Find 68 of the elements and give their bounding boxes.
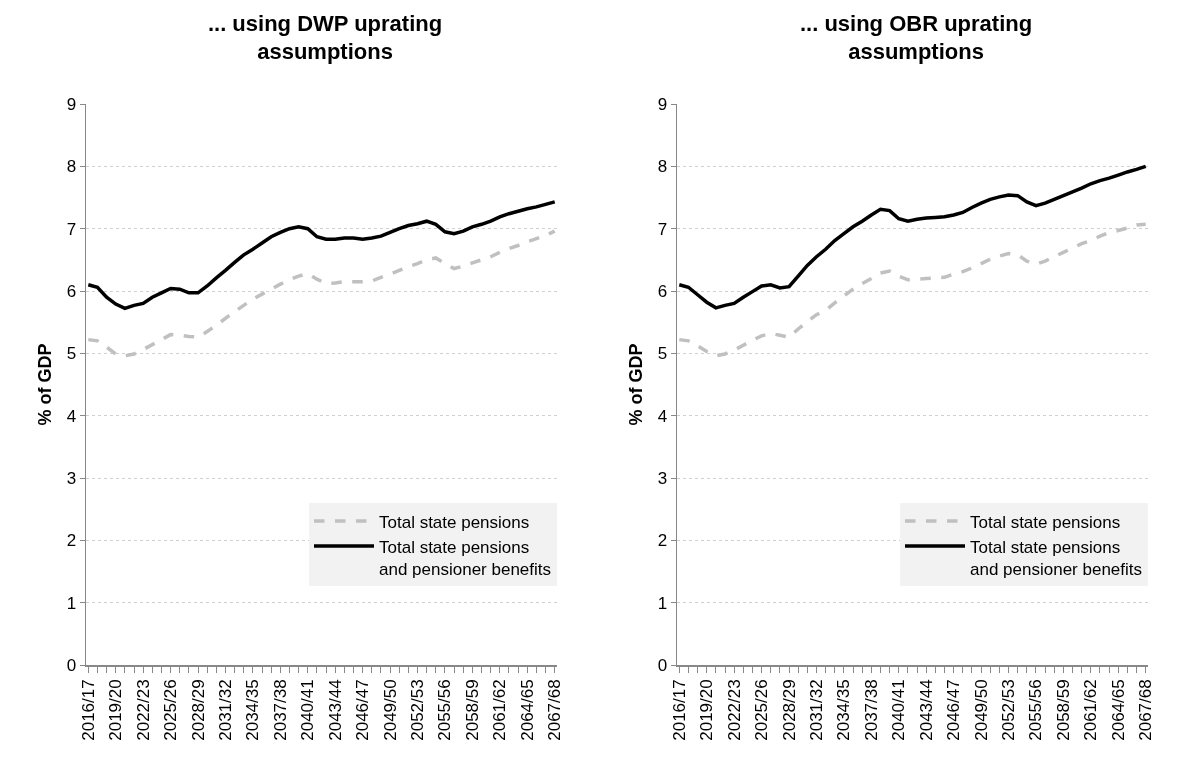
x-tick-label: 2025/26 (161, 679, 181, 741)
x-tick-label: 2040/41 (889, 679, 909, 741)
x-tick-label: 2037/38 (270, 679, 290, 741)
y-tick-label: 2 (657, 531, 668, 551)
line-series (86, 229, 557, 358)
x-tick-label: 2061/62 (1081, 679, 1101, 741)
y-axis-title: % of GDP (35, 343, 56, 426)
y-tick-label: 4 (66, 406, 77, 426)
x-tick-label: 2031/32 (215, 679, 235, 741)
x-tick-label: 2064/65 (1108, 679, 1128, 741)
x-tick-label: 2019/20 (106, 679, 126, 741)
x-tick-label: 2058/59 (1053, 679, 1073, 741)
y-tick-label: 1 (66, 593, 77, 613)
y-axis-title: % of GDP (626, 343, 647, 426)
x-tick-label: 2031/32 (806, 679, 826, 741)
legend-label: Total state pensions and pensioner benefits (970, 537, 1143, 579)
legend-label: Total state pensions (970, 512, 1121, 532)
chart-title: ... using OBR uprating assumptions (799, 10, 1033, 65)
y-tick-label: 0 (66, 655, 77, 675)
line-series (86, 200, 557, 311)
x-tick-label: 2067/68 (545, 679, 565, 741)
x-tick-label: 2040/41 (298, 679, 318, 741)
x-tick-label: 2022/23 (133, 679, 153, 741)
y-tick-label: 5 (657, 344, 668, 364)
x-tick-label: 2061/62 (490, 679, 510, 741)
line-series (677, 222, 1148, 358)
x-tick-label: 2055/56 (1026, 679, 1046, 741)
x-tick-label: 2043/44 (325, 679, 345, 741)
y-tick-label: 3 (657, 468, 668, 488)
y-tick-label: 7 (66, 219, 77, 239)
x-tick-label: 2034/35 (243, 679, 263, 741)
y-tick-label: 9 (657, 94, 668, 114)
y-tick-label: 9 (66, 94, 77, 114)
x-tick-label: 2052/53 (999, 679, 1019, 741)
x-tick-label: 2055/56 (435, 679, 455, 741)
y-tick-label: 2 (66, 531, 77, 551)
y-tick-label: 0 (657, 655, 668, 675)
x-tick-label: 2028/29 (779, 679, 799, 741)
x-tick-label: 2043/44 (916, 679, 936, 741)
y-tick-label: 6 (657, 281, 668, 301)
y-tick-label: 1 (657, 593, 668, 613)
x-tick-label: 2019/20 (697, 679, 717, 741)
x-tick-label: 2067/68 (1136, 679, 1156, 741)
x-tick-label: 2046/47 (353, 679, 373, 741)
y-tick-label: 8 (657, 157, 668, 177)
x-tick-label: 2025/26 (752, 679, 772, 741)
x-tick-label: 2016/17 (669, 679, 689, 741)
x-tick-label: 2022/23 (724, 679, 744, 741)
y-tick-label: 6 (66, 281, 77, 301)
x-tick-label: 2028/29 (188, 679, 208, 741)
x-tick-label: 2058/59 (462, 679, 482, 741)
y-tick-label: 8 (66, 157, 77, 177)
x-tick-label: 2064/65 (517, 679, 537, 741)
y-tick-label: 4 (657, 406, 668, 426)
y-tick-label: 7 (657, 219, 668, 239)
x-tick-label: 2052/53 (408, 679, 428, 741)
y-tick-label: 5 (66, 344, 77, 364)
x-tick-label: 2034/35 (834, 679, 854, 741)
x-tick-label: 2037/38 (861, 679, 881, 741)
y-tick-label: 3 (66, 468, 77, 488)
x-tick-label: 2049/50 (971, 679, 991, 741)
x-tick-label: 2049/50 (380, 679, 400, 741)
legend-label: Total state pensions and pensioner benefits (379, 537, 552, 579)
line-series (677, 164, 1148, 310)
chart-title: ... using DWP uprating assumptions (207, 10, 443, 65)
x-tick-label: 2046/47 (944, 679, 964, 741)
x-tick-label: 2016/17 (78, 679, 98, 741)
legend-label: Total state pensions (379, 512, 530, 532)
